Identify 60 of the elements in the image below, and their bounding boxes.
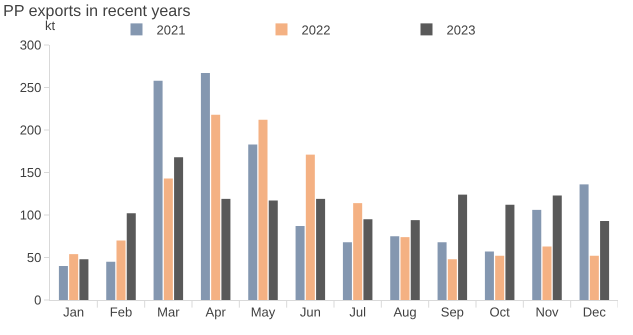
bar: [296, 226, 305, 300]
x-tick-label: Jul: [349, 304, 366, 320]
bar: [532, 210, 542, 300]
x-tick-label: Feb: [110, 304, 132, 320]
bar: [126, 213, 136, 300]
bar: [390, 236, 400, 300]
bar: [410, 220, 420, 300]
bar: [248, 144, 258, 300]
bar: [400, 237, 410, 300]
bar: [316, 198, 326, 300]
x-tick-label: Sep: [440, 304, 464, 320]
y-tick-label: 50: [26, 250, 42, 266]
bar: [438, 242, 447, 300]
y-tick-label: 150: [20, 165, 42, 180]
bar: [353, 203, 362, 300]
bar: [363, 219, 372, 300]
y-tick-label: 300: [20, 38, 42, 53]
bar: [69, 254, 78, 300]
x-tick-label: May: [250, 304, 276, 320]
bar: [505, 204, 514, 300]
x-tick-label: Nov: [535, 304, 560, 320]
y-tick-label: 200: [20, 122, 42, 138]
bar: [106, 262, 116, 300]
y-tick-label: 250: [20, 80, 42, 96]
x-tick-label: Aug: [393, 304, 417, 320]
legend-label: 2023: [446, 22, 476, 38]
bar: [484, 252, 494, 300]
bar: [58, 266, 68, 300]
legend-label: 2021: [156, 22, 186, 38]
bar: [580, 184, 589, 300]
bar: [164, 178, 173, 300]
bar: [458, 194, 468, 300]
y-axis-title: kt: [45, 18, 56, 33]
legend-label: 2022: [302, 22, 330, 38]
bar: [448, 259, 457, 300]
bar: [495, 256, 504, 300]
bar: [600, 220, 610, 300]
x-tick-label: Jun: [300, 304, 321, 320]
x-tick-label: Apr: [206, 304, 226, 320]
x-tick-label: Jan: [63, 304, 84, 320]
bar: [221, 198, 230, 300]
bar: [542, 246, 552, 300]
bar: [268, 200, 278, 300]
bar: [79, 259, 88, 300]
bar: [306, 154, 315, 300]
bar: [590, 256, 599, 300]
bar: [116, 240, 126, 300]
y-tick-label: 0: [34, 292, 42, 308]
bar: [552, 195, 562, 300]
x-tick-label: Oct: [490, 304, 510, 320]
bar: [200, 73, 210, 300]
x-tick-label: Mar: [157, 304, 180, 320]
y-tick-label: 100: [20, 208, 42, 223]
bar: [342, 242, 352, 300]
bar: [258, 120, 268, 300]
bar: [211, 114, 220, 300]
x-tick-label: Dec: [582, 304, 606, 320]
bar: [174, 157, 184, 300]
chart-title: PP exports in recent years: [3, 3, 191, 20]
bar: [154, 80, 163, 300]
